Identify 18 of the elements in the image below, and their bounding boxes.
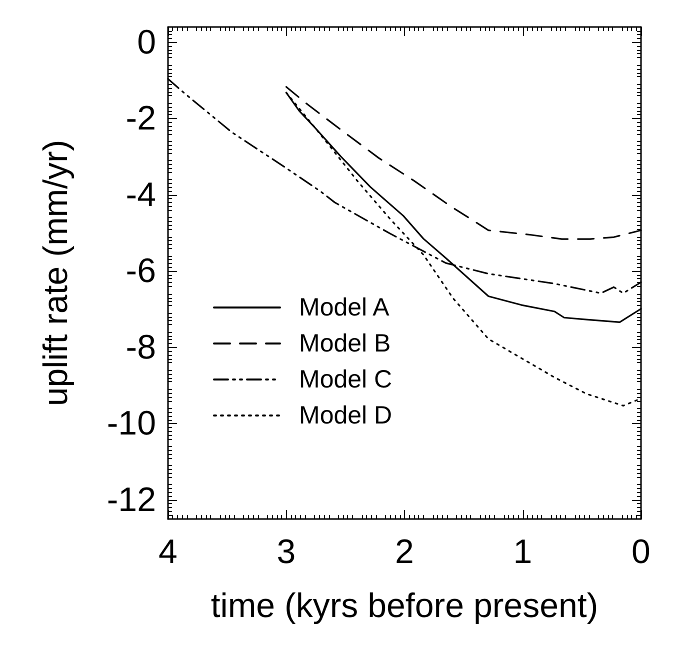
legend-label: Model D <box>299 402 392 430</box>
y-tick-label: -2 <box>126 100 156 138</box>
x-tick-label: 2 <box>395 533 414 571</box>
y-axis-title: uplift rate (mm/yr) <box>37 140 75 406</box>
y-tick-label: -6 <box>126 252 156 290</box>
legend-label: Model B <box>299 330 391 358</box>
y-tick-label: -10 <box>106 404 156 443</box>
y-tick-label: -12 <box>106 480 156 519</box>
y-tick-label: 0 <box>137 23 156 62</box>
x-tick-label: 1 <box>513 533 532 571</box>
x-tick-label: 4 <box>158 533 178 571</box>
y-tick-label: -4 <box>126 176 156 214</box>
y-tick-label: -8 <box>126 328 156 366</box>
legend-label: Model C <box>299 366 392 394</box>
x-tick-label: 0 <box>632 533 650 571</box>
x-tick-label: 3 <box>276 533 296 571</box>
x-axis-title: time (kyrs before present) <box>210 587 598 625</box>
legend-label: Model A <box>299 294 390 322</box>
